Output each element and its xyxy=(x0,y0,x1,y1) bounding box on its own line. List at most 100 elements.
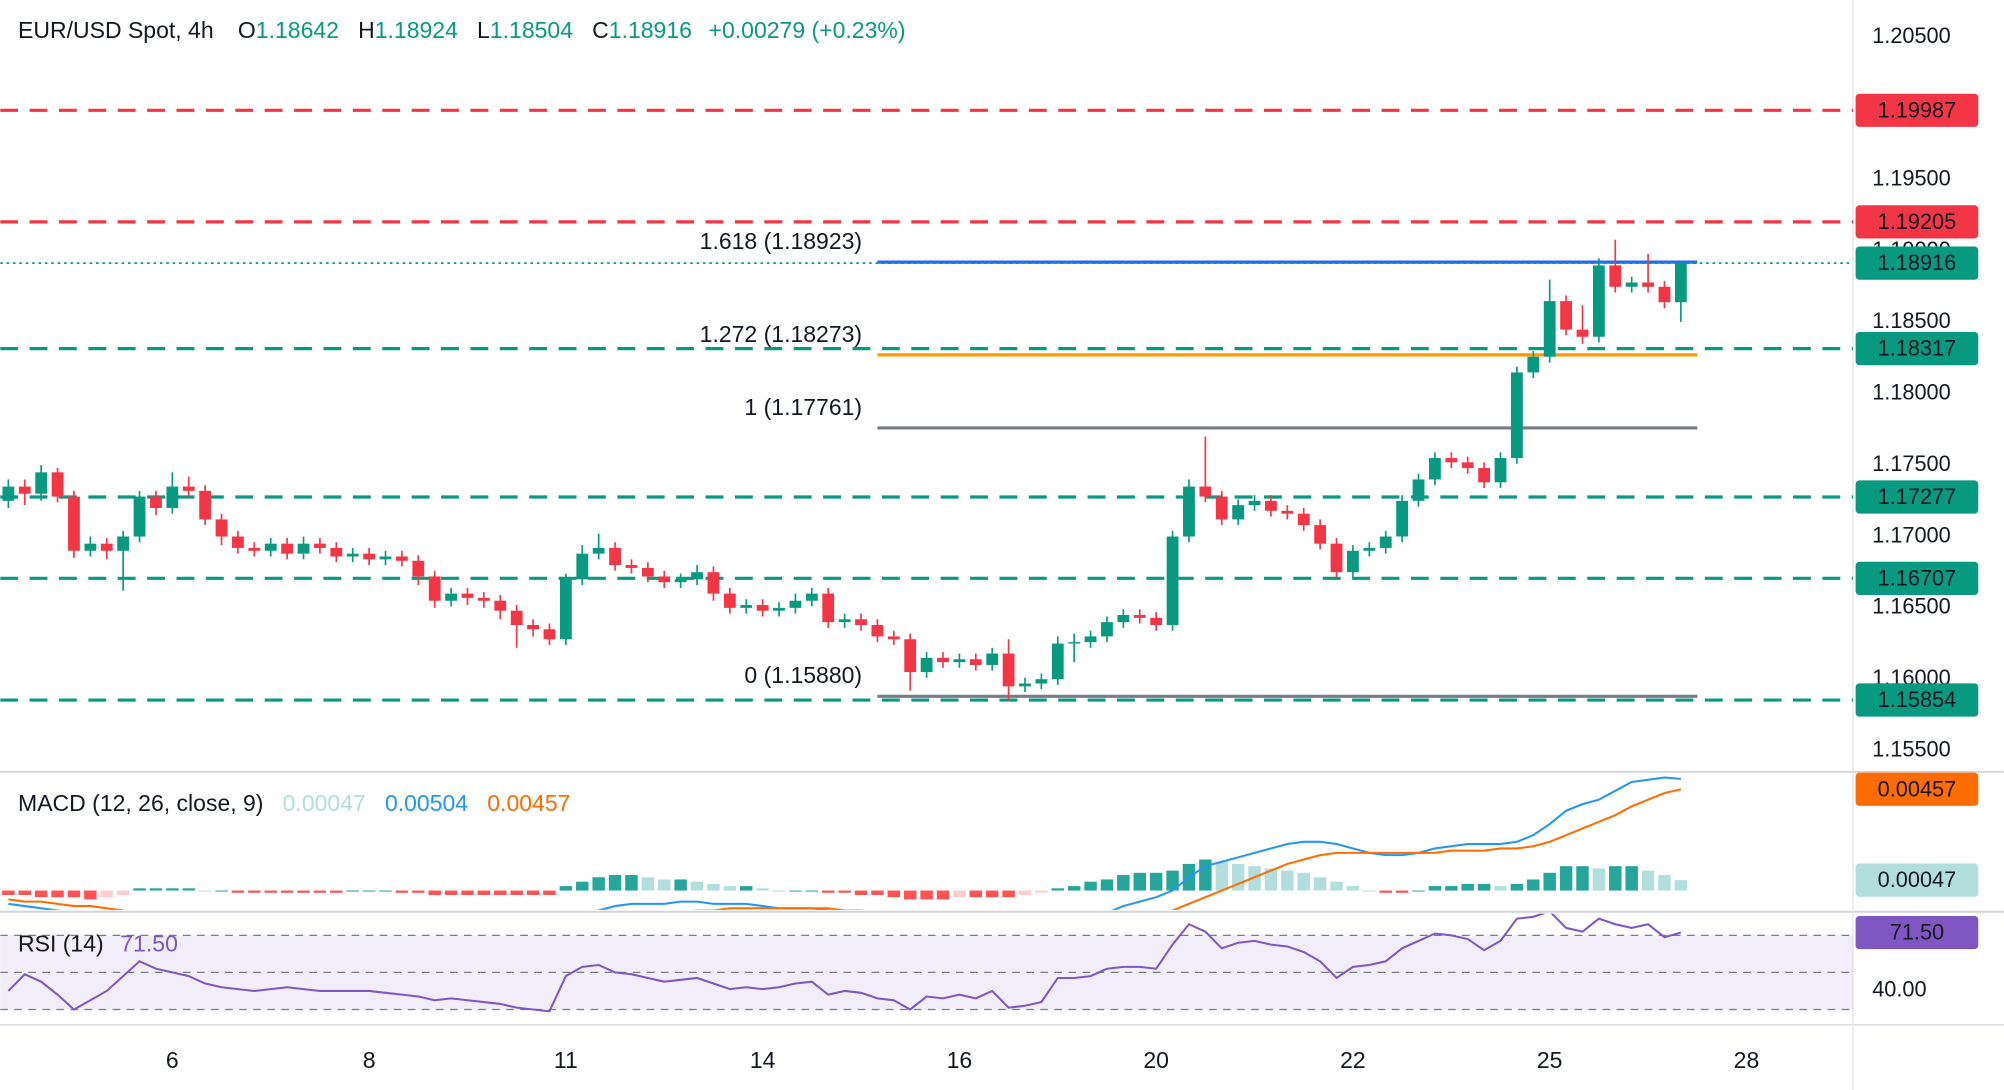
header: EUR/USD Spot, 4h O1.18642 H1.18924 L1.18… xyxy=(18,17,905,43)
macd-histogram-bar xyxy=(280,890,294,893)
level-label-text: 1.18317 xyxy=(1878,336,1957,361)
macd-hist-value: 0.00047 xyxy=(283,790,366,816)
macd-histogram-bar xyxy=(1363,890,1376,892)
rsi-value-label-box xyxy=(1855,915,1979,950)
macd-histogram-bar xyxy=(1641,870,1655,891)
macd-histogram-bar xyxy=(1100,879,1114,891)
candle-body xyxy=(1543,301,1556,357)
macd-histogram-bar xyxy=(362,890,376,892)
candle-body xyxy=(822,593,835,623)
macd-histogram-bar xyxy=(985,890,999,898)
candle-body xyxy=(1396,500,1409,537)
symbol-title: EUR/USD Spot, 4h xyxy=(18,17,214,43)
macd-histogram-bar xyxy=(182,888,195,891)
macd-histogram-bar xyxy=(215,890,228,892)
ohlc-value: 1.18924 xyxy=(375,17,458,43)
y-tick-label: 1.17500 xyxy=(1872,451,1951,476)
level-label-box xyxy=(1855,205,1979,239)
y-tick-label: 1.16500 xyxy=(1872,594,1951,619)
candle-body xyxy=(1445,458,1458,463)
candle-body xyxy=(18,486,31,494)
macd-histogram-bar xyxy=(67,890,81,898)
macd-histogram-bar xyxy=(592,877,605,891)
candle-body xyxy=(1379,536,1392,548)
macd-histogram-bar xyxy=(953,890,966,898)
macd-histogram-bar xyxy=(297,890,310,893)
macd-histogram-bar xyxy=(1166,870,1179,891)
candle-body xyxy=(84,543,97,551)
level-label-box xyxy=(1855,331,1979,366)
candle-body xyxy=(1051,643,1064,680)
macd-histogram-bar xyxy=(1461,883,1474,891)
macd-histogram-bar xyxy=(559,886,573,891)
candle-body xyxy=(625,565,638,568)
macd-histogram-bar xyxy=(18,890,31,895)
macd-histogram-bar xyxy=(1494,886,1507,891)
macd-histogram-bar xyxy=(248,890,261,893)
candle-body xyxy=(379,556,392,560)
candle-body xyxy=(35,472,48,494)
macd-histogram-bar xyxy=(1576,866,1589,891)
candle-body xyxy=(166,486,179,508)
candle-body xyxy=(937,657,949,663)
candle-body xyxy=(510,610,523,625)
candle-body xyxy=(51,472,64,497)
macd-histogram-bar xyxy=(1313,877,1327,891)
candle-body xyxy=(609,547,621,566)
change: +0.00279 (+0.23%) xyxy=(709,17,906,43)
axes: 1.155001.160001.165001.170001.175001.180… xyxy=(166,23,1979,1073)
macd-signal-label-box xyxy=(1855,772,1979,806)
candle-body xyxy=(395,556,408,561)
candle-body xyxy=(1248,500,1261,506)
candle-body xyxy=(1347,550,1359,573)
macd-pane xyxy=(2,776,1688,910)
macd-histogram-bar xyxy=(871,890,884,895)
x-tick-label: 11 xyxy=(554,1047,578,1073)
candle-body xyxy=(1494,458,1507,483)
macd-histogram-bar xyxy=(1395,890,1409,893)
fib-label: 1 (1.17761) xyxy=(744,394,862,420)
candle-body xyxy=(904,639,917,673)
candle-body xyxy=(527,624,539,630)
macd-histogram-bar xyxy=(133,888,146,891)
x-tick-label: 16 xyxy=(947,1047,973,1073)
last-price-label-text: 1.18916 xyxy=(1878,250,1957,275)
rsi-tick-label: 40.00 xyxy=(1872,977,1926,1002)
candle-body xyxy=(117,536,130,551)
candle-body xyxy=(445,593,457,601)
rsi-pane xyxy=(0,913,1854,1013)
macd-histogram-bar xyxy=(1609,866,1622,891)
candle-body xyxy=(1625,282,1638,287)
candle-body xyxy=(1429,458,1441,480)
candle-body xyxy=(133,496,146,537)
macd-histogram-bar xyxy=(51,890,64,898)
macd-histogram-bar xyxy=(1559,866,1573,891)
rsi-line xyxy=(7,913,1682,1013)
macd-histogram-bar xyxy=(1379,890,1392,893)
candle-body xyxy=(199,490,212,520)
candle-body xyxy=(1658,286,1671,303)
level-label-box xyxy=(1855,683,1979,717)
ohlc-letter: H xyxy=(358,17,375,43)
ohlc-value: 1.18916 xyxy=(609,17,692,43)
macd-histogram-bar xyxy=(1018,890,1032,895)
level-label-box xyxy=(1855,561,1979,595)
candle-body xyxy=(477,597,490,601)
macd-histogram-bar xyxy=(444,890,458,895)
candle-body xyxy=(1330,543,1343,573)
candle-body xyxy=(412,560,425,577)
macd-histogram-bar xyxy=(789,890,802,892)
candle-body xyxy=(576,553,589,580)
macd-histogram-bar xyxy=(1592,868,1606,891)
fib-label: 1.272 (1.18273) xyxy=(700,321,862,347)
candle-body xyxy=(1183,486,1195,537)
macd-histogram-bar xyxy=(264,890,277,893)
macd-header: MACD (12, 26, close, 9) 0.00047 0.00504 … xyxy=(18,790,570,816)
candle-body xyxy=(1527,356,1540,373)
y-tick-label: 1.18000 xyxy=(1872,380,1951,405)
macd-histogram-bar xyxy=(1330,881,1343,891)
level-label-text: 1.16707 xyxy=(1878,565,1957,590)
y-tick-label: 1.19500 xyxy=(1872,166,1951,191)
